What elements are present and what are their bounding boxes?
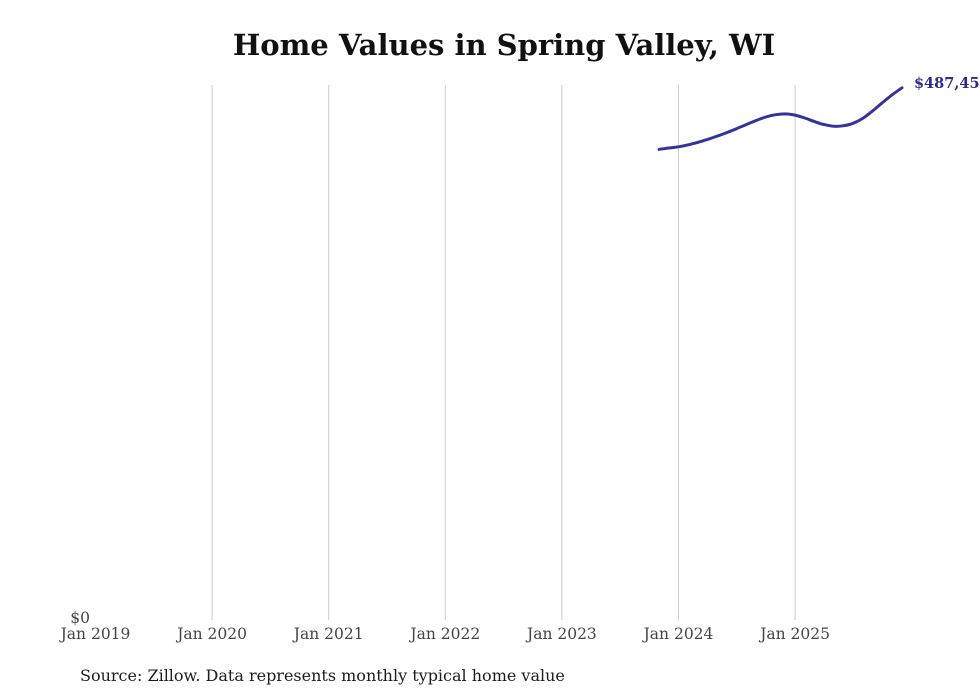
x-axis-tick-label: Jan 2022 xyxy=(410,625,481,643)
x-axis-tick-label: Jan 2021 xyxy=(293,625,364,643)
x-axis-tick-label: Jan 2024 xyxy=(643,625,714,643)
gridlines xyxy=(211,85,796,620)
x-axis-tick-label: Jan 2019 xyxy=(60,625,131,643)
latest-value-label: $487,455 xyxy=(913,74,980,92)
home-value-line xyxy=(657,86,904,151)
chart-title: Home Values in Spring Valley, WI xyxy=(232,28,776,62)
x-axis-tick-label: Jan 2025 xyxy=(760,625,830,643)
x-axis-tick-label: Jan 2020 xyxy=(177,625,247,643)
y-axis-zero-label: $0 xyxy=(70,609,90,627)
source-note: Source: Zillow. Data represents monthly … xyxy=(80,666,565,685)
x-axis-tick-label: Jan 2023 xyxy=(526,625,597,643)
